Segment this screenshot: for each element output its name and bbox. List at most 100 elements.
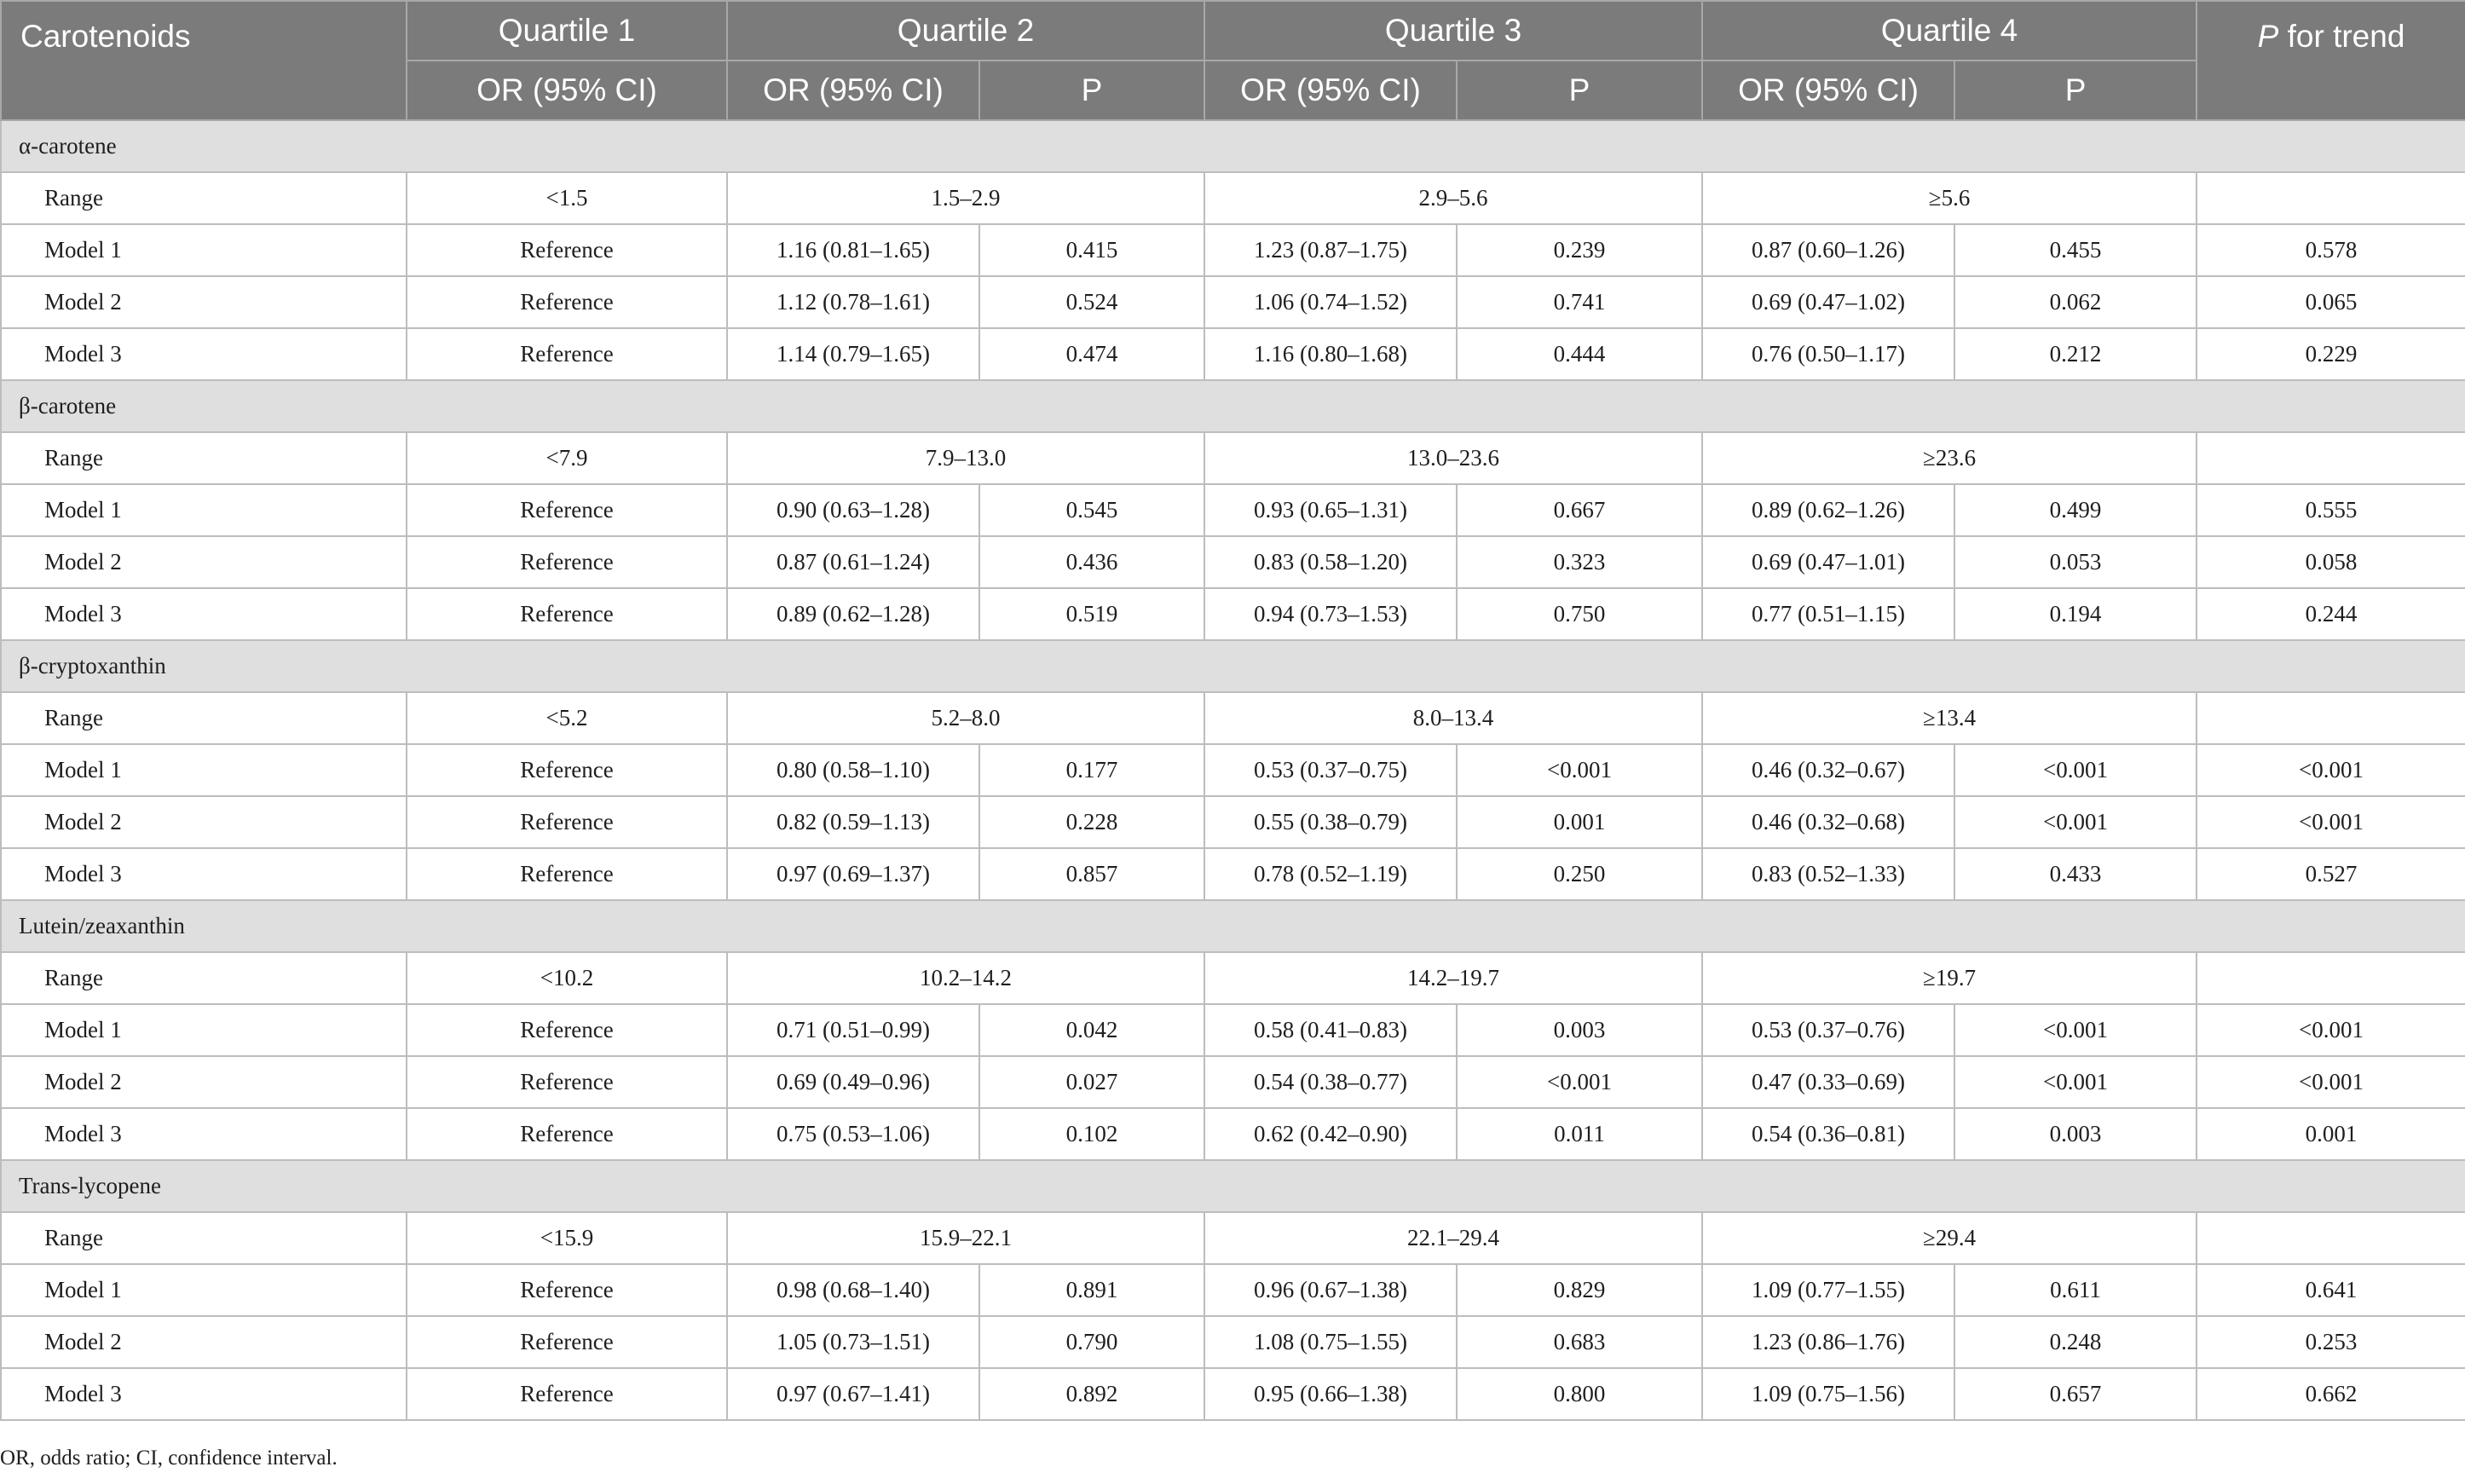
row-label: Range (0, 171, 407, 225)
q3-or: 0.93 (0.65–1.31) (1204, 483, 1458, 537)
q2-p: 0.027 (978, 1055, 1206, 1109)
model-row: Model 3 Reference 0.75 (0.53–1.06) 0.102 0.6… (0, 1107, 2465, 1161)
q2-or: 1.05 (0.73–1.51) (726, 1315, 980, 1369)
q1-or: Reference (406, 483, 728, 537)
range-q4: ≥19.7 (1701, 951, 2198, 1005)
q1-or: Reference (406, 847, 728, 901)
q3-or: 0.62 (0.42–0.90) (1204, 1107, 1458, 1161)
model-row: Model 1 Reference 1.16 (0.81–1.65) 0.415 1.2… (0, 223, 2465, 277)
header-quartile-4: Quartile 4 (1701, 0, 2198, 61)
q3-or: 1.08 (0.75–1.55) (1204, 1315, 1458, 1369)
q3-or: 1.06 (0.74–1.52) (1204, 275, 1458, 329)
q3-or: 0.53 (0.37–0.75) (1204, 743, 1458, 797)
q1-or: Reference (406, 1315, 728, 1369)
q1-or: Reference (406, 587, 728, 641)
q3-or: 0.83 (0.58–1.20) (1204, 535, 1458, 589)
q4-p: 0.194 (1954, 587, 2198, 641)
q2-p: 0.228 (978, 795, 1206, 849)
header-quartile-3: Quartile 3 (1204, 0, 1704, 61)
row-label: Model 2 (0, 1315, 407, 1369)
range-q4: ≥29.4 (1701, 1211, 2198, 1265)
q4-p: <0.001 (1954, 743, 2198, 797)
q1-or: Reference (406, 327, 728, 381)
q4-p: 0.657 (1954, 1367, 2198, 1421)
q4-p: 0.455 (1954, 223, 2198, 277)
model-row: Model 2 Reference 0.69 (0.49–0.96) 0.027 0.5… (0, 1055, 2465, 1109)
header-carotenoids: Carotenoids (0, 0, 407, 121)
row-label: Model 1 (0, 743, 407, 797)
range-q1: <1.5 (406, 171, 728, 225)
row-label: Range (0, 691, 407, 745)
q2-or: 0.82 (0.59–1.13) (726, 795, 980, 849)
q3-or: 0.95 (0.66–1.38) (1204, 1367, 1458, 1421)
group-name: β-carotene (0, 379, 2465, 433)
row-label: Model 3 (0, 1107, 407, 1161)
q2-p: 0.524 (978, 275, 1206, 329)
q2-or: 1.12 (0.78–1.61) (726, 275, 980, 329)
q3-or: 0.58 (0.41–0.83) (1204, 1003, 1458, 1057)
range-q2: 7.9–13.0 (725, 431, 1206, 485)
range-q3: 8.0–13.4 (1204, 691, 1704, 745)
model-row: Model 1 Reference 0.80 (0.58–1.10) 0.177 0.5… (0, 743, 2465, 797)
q1-or: Reference (406, 535, 728, 589)
row-label: Model 3 (0, 847, 407, 901)
model-row: Model 3 Reference 0.97 (0.67–1.41) 0.892 0.9… (0, 1367, 2465, 1421)
q2-or: 0.97 (0.69–1.37) (726, 847, 980, 901)
range-q4: ≥23.6 (1701, 431, 2198, 485)
q2-or: 0.97 (0.67–1.41) (726, 1367, 980, 1421)
range-q1: <15.9 (406, 1211, 728, 1265)
q2-p: 0.519 (978, 587, 1206, 641)
row-label: Model 2 (0, 795, 407, 849)
q3-p: <0.001 (1456, 743, 1704, 797)
q1-or: Reference (406, 1107, 728, 1161)
q3-p: 0.323 (1456, 535, 1704, 589)
group-name: Lutein/zeaxanthin (0, 899, 2465, 953)
q4-or: 1.23 (0.86–1.76) (1701, 1315, 1956, 1369)
q4-p: <0.001 (1954, 795, 2198, 849)
range-q3: 22.1–29.4 (1204, 1211, 1704, 1265)
q3-p: 0.444 (1456, 327, 1704, 381)
model-row: Model 2 Reference 0.87 (0.61–1.24) 0.436 0.8… (0, 535, 2465, 589)
p-trend: 0.527 (2196, 847, 2465, 901)
q3-or: 0.55 (0.38–0.79) (1204, 795, 1458, 849)
range-q4: ≥5.6 (1701, 171, 2198, 225)
q2-p: 0.474 (978, 327, 1206, 381)
q2-p: 0.415 (978, 223, 1206, 277)
q3-p: 0.250 (1456, 847, 1704, 901)
q3-or: 0.54 (0.38–0.77) (1204, 1055, 1458, 1109)
table-header: Carotenoids Quartile 1 Quartile 2 Quarti… (0, 0, 2465, 121)
q3-or: 0.94 (0.73–1.53) (1204, 587, 1458, 641)
p-trend: 0.001 (2196, 1107, 2465, 1161)
model-row: Model 3 Reference 0.89 (0.62–1.28) 0.519 0.9… (0, 587, 2465, 641)
row-label: Model 2 (0, 275, 407, 329)
q3-p: 0.667 (1456, 483, 1704, 537)
q2-p: 0.102 (978, 1107, 1206, 1161)
range-q2: 1.5–2.9 (725, 171, 1206, 225)
p-trend: 0.641 (2196, 1263, 2465, 1317)
group-name: α-carotene (0, 119, 2465, 173)
q2-or: 0.71 (0.51–0.99) (726, 1003, 980, 1057)
range-q2: 15.9–22.1 (725, 1211, 1206, 1265)
row-label: Model 1 (0, 223, 407, 277)
q2-p: 0.892 (978, 1367, 1206, 1421)
header-for-trend: for trend (2278, 19, 2405, 54)
q4-or: 0.77 (0.51–1.15) (1701, 587, 1956, 641)
q2-or: 1.14 (0.79–1.65) (726, 327, 980, 381)
q4-or: 0.47 (0.33–0.69) (1701, 1055, 1956, 1109)
row-label: Model 3 (0, 1367, 407, 1421)
header-q1-or: OR (95% CI) (406, 60, 728, 121)
q4-p: 0.212 (1954, 327, 2198, 381)
model-row: Model 1 Reference 0.71 (0.51–0.99) 0.042 0.5… (0, 1003, 2465, 1057)
range-q4: ≥13.4 (1701, 691, 2198, 745)
model-row: Model 2 Reference 1.05 (0.73–1.51) 0.790 1.0… (0, 1315, 2465, 1369)
q3-or: 0.78 (0.52–1.19) (1204, 847, 1458, 901)
q2-or: 0.98 (0.68–1.40) (726, 1263, 980, 1317)
header-quartile-1: Quartile 1 (406, 0, 728, 61)
q4-or: 0.76 (0.50–1.17) (1701, 327, 1956, 381)
q4-or: 1.09 (0.75–1.56) (1701, 1367, 1956, 1421)
carotenoids-table: Carotenoids Quartile 1 Quartile 2 Quarti… (0, 0, 2465, 1421)
q4-or: 0.46 (0.32–0.67) (1701, 743, 1956, 797)
group-row: β-carotene (0, 379, 2465, 433)
range-row: Range <15.9 15.9–22.1 22.1–29.4 ≥29.4 (0, 1211, 2465, 1265)
q2-p: 0.790 (978, 1315, 1206, 1369)
